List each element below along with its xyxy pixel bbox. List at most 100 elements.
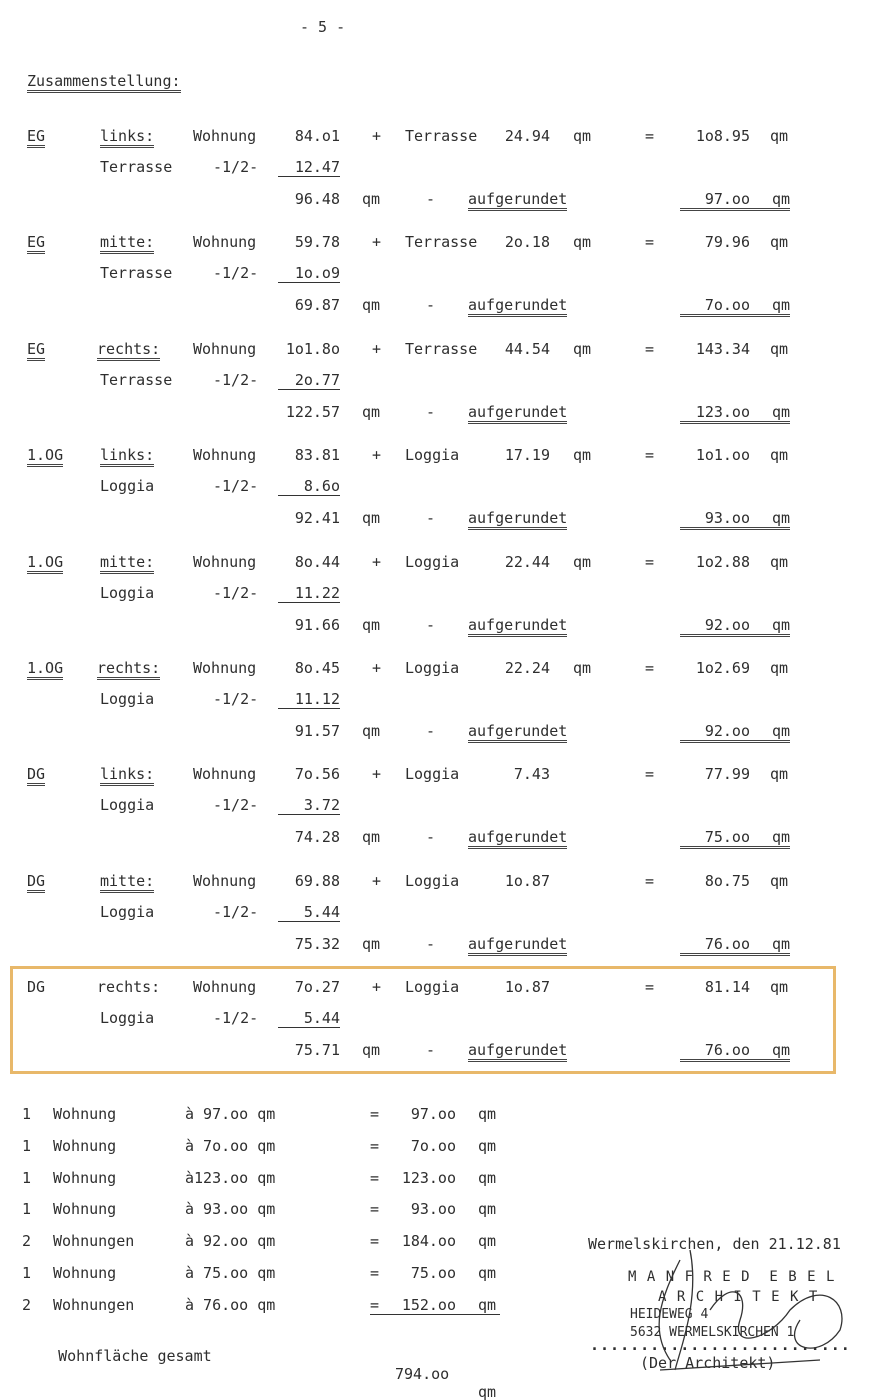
summary-count: 1 xyxy=(22,1264,32,1282)
floor-label: DG xyxy=(27,765,46,787)
sum-area: 122.57 xyxy=(285,402,340,421)
total-unit: qm xyxy=(770,552,789,571)
total-area: 1o8.95 xyxy=(695,127,750,145)
dash: - xyxy=(426,828,436,847)
apartment-label: Wohnung xyxy=(193,659,257,677)
extra-area: 2o.18 xyxy=(504,233,550,252)
extra-area: 22.24 xyxy=(504,659,550,677)
total-unit: qm xyxy=(770,978,789,997)
rounded-label: aufgerundet xyxy=(468,403,568,424)
rounded-unit: qm xyxy=(750,296,790,318)
summary-value: 93.oo xyxy=(410,1200,456,1219)
half-operator: -1/2- xyxy=(213,158,259,176)
rounded-area: 76.oo xyxy=(680,935,750,956)
position-label: links: xyxy=(100,446,155,468)
half-area: 5.44 xyxy=(278,1009,340,1029)
summary-label: Wohnungen xyxy=(53,1295,135,1314)
sum-unit: qm xyxy=(362,722,381,740)
summary-each: à 75.oo qm xyxy=(185,1264,276,1282)
summary-unit: qm xyxy=(478,1232,497,1251)
floor-label: 1.OG xyxy=(27,446,64,468)
apartment-area: 1o1.8o xyxy=(285,339,340,358)
half-label: Loggia xyxy=(100,690,155,708)
rounded-label: aufgerundet xyxy=(468,1041,568,1063)
rounded-label: aufgerundet xyxy=(468,828,568,850)
total-unit: qm xyxy=(770,127,789,145)
half-area: 11.12 xyxy=(278,690,340,709)
stamp-name: M A N F R E D E B E L xyxy=(628,1269,836,1285)
highlight-box xyxy=(10,966,836,1074)
half-operator: -1/2- xyxy=(213,583,259,602)
total-unit: qm xyxy=(770,765,789,784)
sum-area: 91.57 xyxy=(294,722,340,740)
apartment-label: Wohnung xyxy=(193,552,257,571)
floor-label: 1.OG xyxy=(27,659,64,680)
rounded-unit: qm xyxy=(750,722,790,743)
apartment-area: 7o.27 xyxy=(294,978,340,997)
summary-label: Wohnung xyxy=(53,1136,117,1155)
dash: - xyxy=(426,722,436,740)
half-label: Loggia xyxy=(100,583,155,602)
equals-sign: = xyxy=(645,233,655,252)
dash: - xyxy=(426,190,436,208)
half-label: Terrasse xyxy=(100,370,173,389)
summary-equals: = xyxy=(370,1264,380,1282)
dash: - xyxy=(426,402,436,421)
total-unit: qm xyxy=(478,1383,497,1400)
summary-unit: qm xyxy=(478,1200,497,1219)
half-area: 5.44 xyxy=(278,903,340,922)
total-area: 1o2.88 xyxy=(695,552,750,571)
apartment-label: Wohnung xyxy=(193,978,257,997)
rounded-area: 76.oo xyxy=(680,1041,750,1063)
half-operator: -1/2- xyxy=(213,690,259,708)
rounded-unit: qm xyxy=(750,935,790,956)
rounded-area: 123.oo xyxy=(680,403,750,424)
summary-equals: = xyxy=(370,1136,380,1155)
total-area: 8o.75 xyxy=(704,871,750,890)
sum-unit: qm xyxy=(362,1041,381,1060)
summary-value: 184.oo xyxy=(401,1232,456,1251)
rounded-label: aufgerundet xyxy=(468,616,568,637)
sum-unit: qm xyxy=(362,296,381,315)
total-value: 794.oo xyxy=(395,1365,450,1383)
half-area: 1o.o9 xyxy=(278,264,340,284)
half-operator: -1/2- xyxy=(213,796,259,815)
summary-unit: qm xyxy=(478,1168,497,1187)
summary-unit: qm xyxy=(478,1105,497,1123)
extra-label: Loggia xyxy=(405,765,460,784)
sum-area: 96.48 xyxy=(294,190,340,208)
dash: - xyxy=(426,1041,436,1060)
extra-unit: qm xyxy=(573,659,592,677)
total-unit: qm xyxy=(770,233,789,252)
summary-each: à 7o.oo qm xyxy=(185,1136,276,1155)
extra-label: Loggia xyxy=(405,552,460,571)
total-label: Wohnfläche gesamt xyxy=(58,1347,212,1365)
half-area: 12.47 xyxy=(278,158,340,177)
rounded-unit: qm xyxy=(750,1041,790,1063)
sum-area: 75.71 xyxy=(294,1041,340,1060)
extra-label: Loggia xyxy=(405,978,460,997)
rounded-area: 97.oo xyxy=(680,190,750,211)
rounded-label: aufgerundet xyxy=(468,935,568,956)
summary-each: à 93.oo qm xyxy=(185,1200,276,1219)
equals-sign: = xyxy=(645,339,655,358)
position-label: rechts: xyxy=(97,340,161,361)
half-area: 3.72 xyxy=(278,796,340,816)
floor-label: EG xyxy=(27,340,46,361)
sum-area: 91.66 xyxy=(294,615,340,634)
rounded-area: 7o.oo xyxy=(680,296,750,318)
stamp-title: A R C H I T E K T xyxy=(658,1289,819,1305)
document-title: Zusammenstellung: xyxy=(27,72,181,93)
plus-sign: + xyxy=(372,978,382,997)
extra-label: Loggia xyxy=(405,659,460,677)
position-label: mitte: xyxy=(100,872,155,893)
sum-area: 69.87 xyxy=(294,296,340,315)
summary-each: à123.oo qm xyxy=(185,1168,276,1187)
sum-unit: qm xyxy=(362,509,381,528)
stamp-city: 5632 WERMELSKIRCHEN 1 xyxy=(630,1325,795,1340)
total-area: 143.34 xyxy=(695,339,750,358)
summary-label: Wohnung xyxy=(53,1200,117,1219)
half-label: Loggia xyxy=(100,1009,155,1028)
equals-sign: = xyxy=(645,659,655,677)
sum-unit: qm xyxy=(362,934,381,953)
